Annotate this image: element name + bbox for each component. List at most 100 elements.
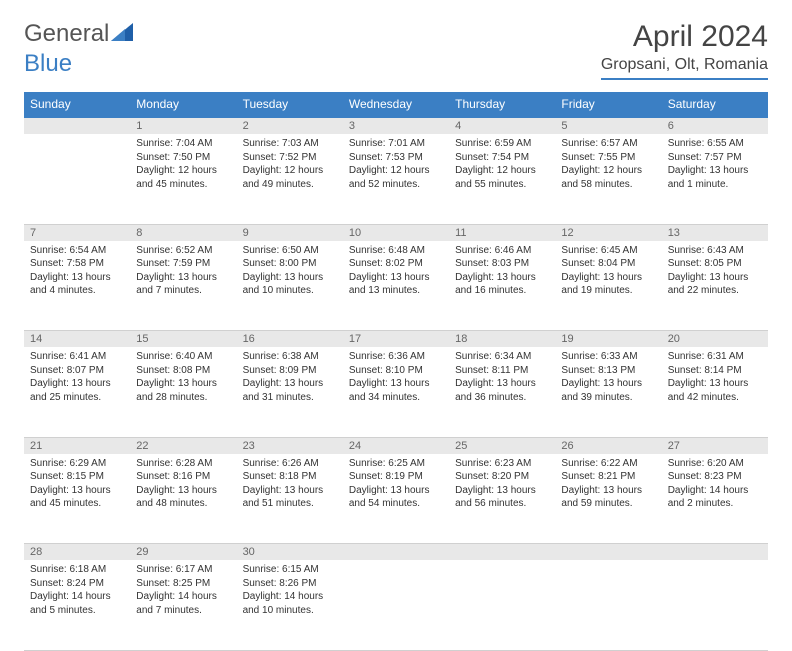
daylight-text: Daylight: 13 hours — [136, 484, 230, 498]
day-cell — [24, 134, 130, 224]
daylight-text: Daylight: 12 hours — [455, 164, 549, 178]
day-number: 19 — [555, 331, 661, 348]
daylight-text-2: and 28 minutes. — [136, 391, 230, 405]
day-number-row: 123456 — [24, 117, 768, 134]
weekday-header: Wednesday — [343, 92, 449, 117]
daylight-text-2: and 36 minutes. — [455, 391, 549, 405]
day-number-row: 282930 — [24, 544, 768, 561]
logo-text-1: General — [24, 20, 109, 48]
daylight-text: Daylight: 13 hours — [30, 377, 124, 391]
sunrise-text: Sunrise: 6:43 AM — [668, 244, 762, 258]
daylight-text-2: and 54 minutes. — [349, 497, 443, 511]
daylight-text: Daylight: 13 hours — [455, 377, 549, 391]
sunrise-text: Sunrise: 6:46 AM — [455, 244, 549, 258]
header: General April 2024 Gropsani, Olt, Romani… — [24, 20, 768, 80]
day-cell: Sunrise: 6:41 AMSunset: 8:07 PMDaylight:… — [24, 347, 130, 437]
day-body-row: Sunrise: 6:18 AMSunset: 8:24 PMDaylight:… — [24, 560, 768, 650]
weekday-header: Tuesday — [237, 92, 343, 117]
day-cell: Sunrise: 6:29 AMSunset: 8:15 PMDaylight:… — [24, 454, 130, 544]
sunset-text: Sunset: 8:11 PM — [455, 364, 549, 378]
day-number: 25 — [449, 437, 555, 454]
sunrise-text: Sunrise: 6:25 AM — [349, 457, 443, 471]
day-cell: Sunrise: 6:22 AMSunset: 8:21 PMDaylight:… — [555, 454, 661, 544]
sunrise-text: Sunrise: 6:40 AM — [136, 350, 230, 364]
daylight-text-2: and 7 minutes. — [136, 604, 230, 618]
day-number-row: 78910111213 — [24, 224, 768, 241]
day-cell: Sunrise: 6:15 AMSunset: 8:26 PMDaylight:… — [237, 560, 343, 650]
weekday-header: Sunday — [24, 92, 130, 117]
title-block: April 2024 Gropsani, Olt, Romania — [601, 20, 768, 80]
day-cell — [555, 560, 661, 650]
daylight-text: Daylight: 14 hours — [243, 590, 337, 604]
day-number — [662, 544, 768, 561]
sunrise-text: Sunrise: 6:15 AM — [243, 563, 337, 577]
sunrise-text: Sunrise: 6:55 AM — [668, 137, 762, 151]
sunrise-text: Sunrise: 7:03 AM — [243, 137, 337, 151]
day-number: 2 — [237, 117, 343, 134]
day-cell: Sunrise: 6:40 AMSunset: 8:08 PMDaylight:… — [130, 347, 236, 437]
daylight-text-2: and 55 minutes. — [455, 178, 549, 192]
daylight-text-2: and 1 minute. — [668, 178, 762, 192]
sunset-text: Sunset: 8:07 PM — [30, 364, 124, 378]
daylight-text-2: and 49 minutes. — [243, 178, 337, 192]
day-cell: Sunrise: 6:33 AMSunset: 8:13 PMDaylight:… — [555, 347, 661, 437]
sunset-text: Sunset: 8:04 PM — [561, 257, 655, 271]
daylight-text-2: and 42 minutes. — [668, 391, 762, 405]
weekday-header: Saturday — [662, 92, 768, 117]
day-number: 3 — [343, 117, 449, 134]
day-cell: Sunrise: 6:54 AMSunset: 7:58 PMDaylight:… — [24, 241, 130, 331]
sunrise-text: Sunrise: 7:01 AM — [349, 137, 443, 151]
sunrise-text: Sunrise: 6:57 AM — [561, 137, 655, 151]
calendar-table: Sunday Monday Tuesday Wednesday Thursday… — [24, 92, 768, 651]
daylight-text-2: and 25 minutes. — [30, 391, 124, 405]
sunset-text: Sunset: 8:25 PM — [136, 577, 230, 591]
sunset-text: Sunset: 7:52 PM — [243, 151, 337, 165]
daylight-text-2: and 51 minutes. — [243, 497, 337, 511]
daylight-text: Daylight: 12 hours — [243, 164, 337, 178]
daylight-text-2: and 45 minutes. — [136, 178, 230, 192]
sunset-text: Sunset: 8:16 PM — [136, 470, 230, 484]
daylight-text: Daylight: 13 hours — [455, 271, 549, 285]
sunrise-text: Sunrise: 6:41 AM — [30, 350, 124, 364]
sunset-text: Sunset: 8:08 PM — [136, 364, 230, 378]
sunset-text: Sunset: 7:53 PM — [349, 151, 443, 165]
day-cell: Sunrise: 7:01 AMSunset: 7:53 PMDaylight:… — [343, 134, 449, 224]
day-number: 13 — [662, 224, 768, 241]
sunrise-text: Sunrise: 6:20 AM — [668, 457, 762, 471]
sunset-text: Sunset: 8:10 PM — [349, 364, 443, 378]
sunrise-text: Sunrise: 6:52 AM — [136, 244, 230, 258]
sunset-text: Sunset: 8:09 PM — [243, 364, 337, 378]
daylight-text-2: and 34 minutes. — [349, 391, 443, 405]
daylight-text: Daylight: 12 hours — [561, 164, 655, 178]
day-number: 8 — [130, 224, 236, 241]
daylight-text: Daylight: 14 hours — [30, 590, 124, 604]
daylight-text: Daylight: 12 hours — [136, 164, 230, 178]
sunset-text: Sunset: 8:14 PM — [668, 364, 762, 378]
day-number: 27 — [662, 437, 768, 454]
day-cell: Sunrise: 6:45 AMSunset: 8:04 PMDaylight:… — [555, 241, 661, 331]
daylight-text: Daylight: 13 hours — [668, 377, 762, 391]
daylight-text-2: and 39 minutes. — [561, 391, 655, 405]
sunset-text: Sunset: 8:26 PM — [243, 577, 337, 591]
daylight-text: Daylight: 13 hours — [668, 164, 762, 178]
day-number: 16 — [237, 331, 343, 348]
day-number: 22 — [130, 437, 236, 454]
day-cell: Sunrise: 6:36 AMSunset: 8:10 PMDaylight:… — [343, 347, 449, 437]
day-number — [449, 544, 555, 561]
day-number: 6 — [662, 117, 768, 134]
sunset-text: Sunset: 8:18 PM — [243, 470, 337, 484]
logo: General — [24, 20, 135, 48]
daylight-text-2: and 2 minutes. — [668, 497, 762, 511]
day-cell: Sunrise: 6:31 AMSunset: 8:14 PMDaylight:… — [662, 347, 768, 437]
daylight-text-2: and 7 minutes. — [136, 284, 230, 298]
day-number-row: 21222324252627 — [24, 437, 768, 454]
daylight-text-2: and 5 minutes. — [30, 604, 124, 618]
sunset-text: Sunset: 8:00 PM — [243, 257, 337, 271]
day-number: 23 — [237, 437, 343, 454]
sunset-text: Sunset: 8:03 PM — [455, 257, 549, 271]
sunrise-text: Sunrise: 6:18 AM — [30, 563, 124, 577]
day-number: 12 — [555, 224, 661, 241]
sunrise-text: Sunrise: 6:28 AM — [136, 457, 230, 471]
day-cell — [449, 560, 555, 650]
sunset-text: Sunset: 8:23 PM — [668, 470, 762, 484]
